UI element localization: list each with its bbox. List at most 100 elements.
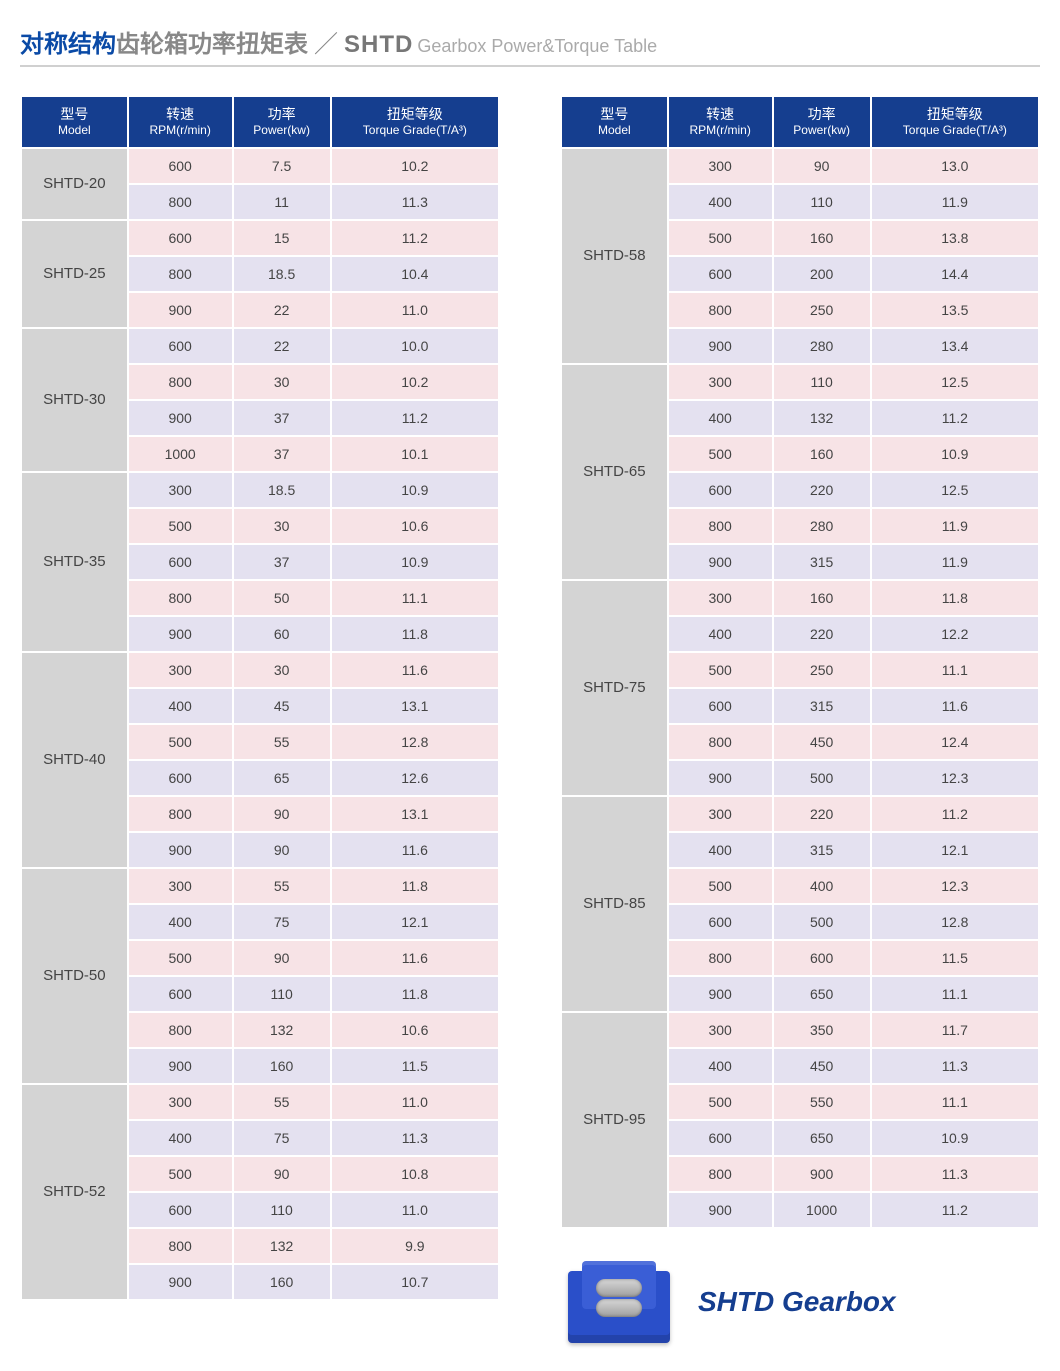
tables-container: 型号Model转速RPM(r/min)功率Power(kw)扭矩等级Torque… xyxy=(20,95,1040,1347)
torque-cell: 11.0 xyxy=(332,1193,498,1227)
model-cell: SHTD-25 xyxy=(22,221,127,327)
col-header-cn: 功率 xyxy=(268,106,296,122)
torque-cell: 10.7 xyxy=(332,1265,498,1299)
power-cell: 110 xyxy=(774,185,870,219)
power-cell: 132 xyxy=(234,1013,330,1047)
right-table-column: 型号Model转速RPM(r/min)功率Power(kw)扭矩等级Torque… xyxy=(560,95,1040,1347)
power-cell: 600 xyxy=(774,941,870,975)
model-cell: SHTD-35 xyxy=(22,473,127,651)
power-cell: 650 xyxy=(774,977,870,1011)
torque-cell: 11.6 xyxy=(332,833,498,867)
torque-cell: 10.9 xyxy=(332,545,498,579)
torque-cell: 11.3 xyxy=(332,185,498,219)
torque-cell: 12.8 xyxy=(332,725,498,759)
left-table-column: 型号Model转速RPM(r/min) 功率Power(kw) 扭矩等级Torque… xyxy=(20,95,500,1301)
power-cell: 55 xyxy=(234,869,330,903)
power-cell: 30 xyxy=(234,509,330,543)
model-cell: SHTD-85 xyxy=(562,797,667,1011)
torque-cell: 11.2 xyxy=(332,221,498,255)
model-cell: SHTD-58 xyxy=(562,149,667,363)
power-cell: 90 xyxy=(234,833,330,867)
power-cell: 37 xyxy=(234,401,330,435)
rpm-cell: 300 xyxy=(129,473,232,507)
torque-cell: 12.1 xyxy=(332,905,498,939)
torque-cell: 11.6 xyxy=(332,941,498,975)
power-cell: 160 xyxy=(234,1049,330,1083)
model-cell: SHTD-50 xyxy=(22,869,127,1083)
power-cell: 160 xyxy=(774,581,870,615)
power-cell: 220 xyxy=(774,617,870,651)
col-header-en: RPM(r/min) xyxy=(133,123,228,139)
power-cell: 90 xyxy=(234,941,330,975)
power-cell: 500 xyxy=(774,905,870,939)
torque-cell: 10.9 xyxy=(332,473,498,507)
rpm-cell: 800 xyxy=(129,185,232,219)
power-cell: 90 xyxy=(234,797,330,831)
power-cell: 500 xyxy=(774,761,870,795)
rpm-cell: 600 xyxy=(669,905,772,939)
power-cell: 550 xyxy=(774,1085,870,1119)
rpm-cell: 900 xyxy=(669,545,772,579)
rpm-cell: 800 xyxy=(669,1157,772,1191)
torque-cell: 11.1 xyxy=(872,977,1038,1011)
col-header-cn: 扭矩等级 xyxy=(387,106,443,122)
torque-cell: 14.4 xyxy=(872,257,1038,291)
power-cell: 220 xyxy=(774,797,870,831)
torque-cell: 13.1 xyxy=(332,797,498,831)
power-cell: 50 xyxy=(234,581,330,615)
torque-cell: 12.5 xyxy=(872,473,1038,507)
rpm-cell: 500 xyxy=(669,1085,772,1119)
power-cell: 315 xyxy=(774,545,870,579)
torque-cell: 10.2 xyxy=(332,365,498,399)
rpm-cell: 300 xyxy=(129,653,232,687)
rpm-cell: 500 xyxy=(129,941,232,975)
col-header-3: 扭矩等级Torque Grade(T/A³) xyxy=(872,97,1038,147)
rpm-cell: 600 xyxy=(129,1193,232,1227)
rpm-cell: 400 xyxy=(669,401,772,435)
power-cell: 160 xyxy=(774,221,870,255)
rpm-cell: 800 xyxy=(129,581,232,615)
table-row: SHTD-256001511.2 xyxy=(22,221,498,255)
col-header-0: 型号Model xyxy=(562,97,667,147)
torque-cell: 11.8 xyxy=(872,581,1038,615)
power-cell: 60 xyxy=(234,617,330,651)
power-cell: 7.5 xyxy=(234,149,330,183)
col-header-en: Power(kw) xyxy=(238,123,326,139)
col-header-1: 转速RPM(r/min) xyxy=(129,97,232,147)
torque-cell: 13.8 xyxy=(872,221,1038,255)
table-row: SHTD-523005511.0 xyxy=(22,1085,498,1119)
table-row: SHTD-583009013.0 xyxy=(562,149,1038,183)
torque-cell: 10.4 xyxy=(332,257,498,291)
title-grey: 齿轮箱功率扭矩表 xyxy=(116,24,308,59)
power-cell: 160 xyxy=(234,1265,330,1299)
spec-table-right: 型号Model转速RPM(r/min)功率Power(kw)扭矩等级Torque… xyxy=(560,95,1040,1229)
rpm-cell: 900 xyxy=(129,617,232,651)
torque-cell: 11.9 xyxy=(872,509,1038,543)
rpm-cell: 400 xyxy=(669,185,772,219)
rpm-cell: 1000 xyxy=(129,437,232,471)
col-header-3: 扭矩等级Torque Grade(T/A³) xyxy=(332,97,498,147)
rpm-cell: 600 xyxy=(669,257,772,291)
model-cell: SHTD-30 xyxy=(22,329,127,471)
power-cell: 200 xyxy=(774,257,870,291)
rpm-cell: 900 xyxy=(129,1265,232,1299)
torque-cell: 10.6 xyxy=(332,509,498,543)
torque-cell: 11.9 xyxy=(872,545,1038,579)
torque-cell: 11.5 xyxy=(872,941,1038,975)
rpm-cell: 900 xyxy=(669,977,772,1011)
rpm-cell: 900 xyxy=(129,833,232,867)
col-header-0: 型号Model xyxy=(22,97,127,147)
power-cell: 280 xyxy=(774,509,870,543)
table-row: SHTD-9530035011.7 xyxy=(562,1013,1038,1047)
torque-cell: 11.1 xyxy=(872,653,1038,687)
rpm-cell: 900 xyxy=(129,293,232,327)
torque-cell: 12.4 xyxy=(872,725,1038,759)
rpm-cell: 500 xyxy=(669,653,772,687)
torque-cell: 12.3 xyxy=(872,869,1038,903)
rpm-cell: 500 xyxy=(129,1157,232,1191)
torque-cell: 11.1 xyxy=(872,1085,1038,1119)
power-cell: 315 xyxy=(774,833,870,867)
power-cell: 30 xyxy=(234,365,330,399)
power-cell: 250 xyxy=(774,293,870,327)
col-header-en: Torque Grade(T/A³) xyxy=(336,123,494,139)
